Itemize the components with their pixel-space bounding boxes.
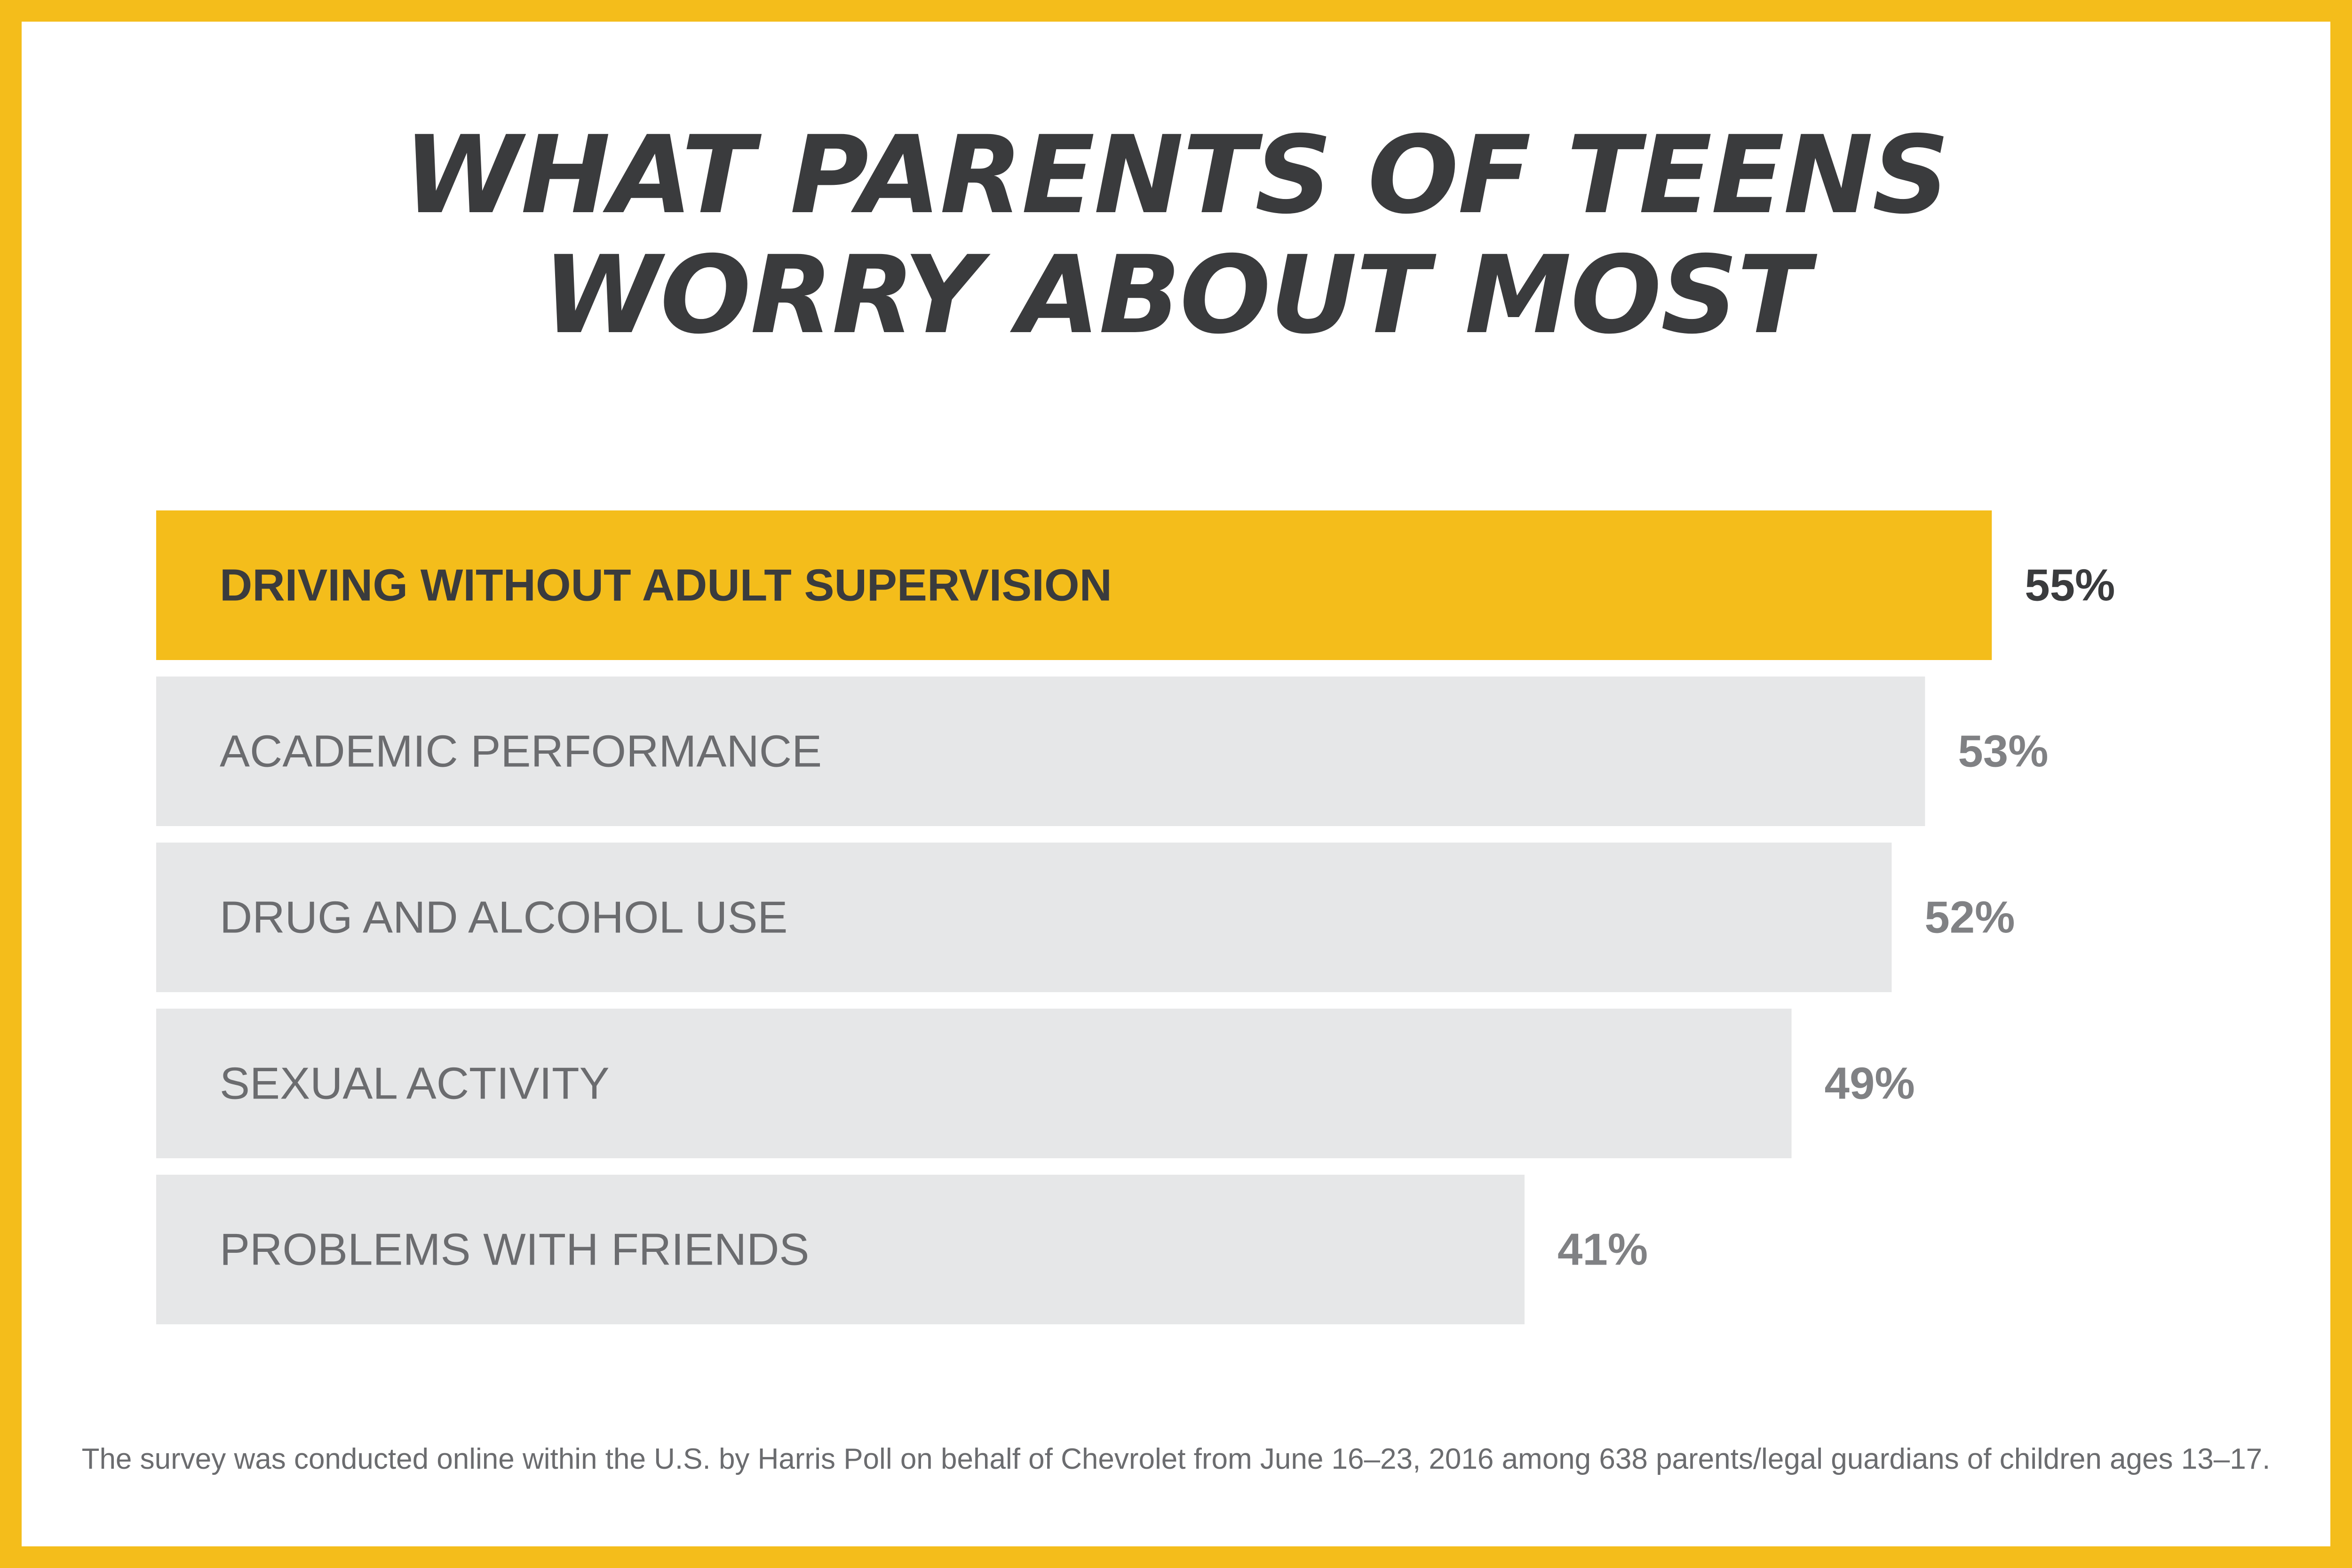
- bar-1: [156, 510, 1992, 660]
- bars-group: DRIVING WITHOUT ADULT SUPERVISION 55% ACAD…: [156, 510, 2115, 1324]
- bar-label-1: DRIVING WITHOUT ADULT SUPERVISION: [220, 560, 1112, 611]
- value-label-4: 49%: [1825, 1059, 1915, 1109]
- chart-title: WHAT PARENTS OF TEENS WORRY ABOUT MOST: [0, 115, 2352, 355]
- bar-label-5: PROBLEMS WITH FRIENDS: [220, 1225, 809, 1275]
- value-label-3: 52%: [1924, 892, 2015, 943]
- bar-label-2: ACADEMIC PERFORMANCE: [220, 726, 822, 777]
- value-label-1: 55%: [2025, 560, 2115, 611]
- value-label-5: 41%: [1557, 1225, 1648, 1275]
- bar-2: [156, 677, 1925, 826]
- footnote: The survey was conducted online within t…: [81, 1443, 2271, 1475]
- title-line-1: WHAT PARENTS OF TEENS: [403, 112, 1950, 238]
- bar-4: [156, 1009, 1792, 1158]
- bar-5: [156, 1175, 1525, 1324]
- bar-label-4: SEXUAL ACTIVITY: [220, 1059, 610, 1109]
- value-label-2: 53%: [1958, 726, 2048, 777]
- title-line-2: WORRY ABOUT MOST: [542, 232, 1811, 358]
- bar-3: [156, 843, 1892, 992]
- bar-label-3: DRUG AND ALCOHOL USE: [220, 892, 787, 943]
